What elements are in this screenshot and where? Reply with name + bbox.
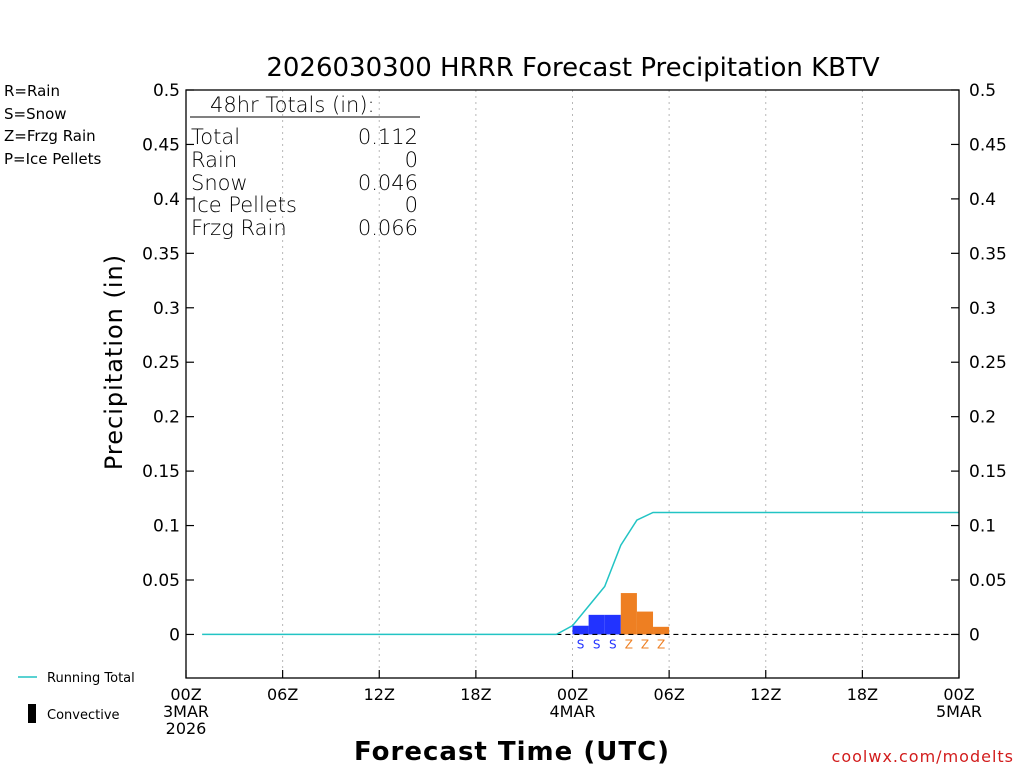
- convective-legend-label: Convective: [47, 708, 120, 723]
- running-total-line: [202, 511, 959, 636]
- x-tick-label-8-0: 00Z: [943, 685, 974, 704]
- x-tick-label-8-1: 5MAR: [936, 702, 982, 721]
- legend-ice-pellets: P=Ice Pellets: [4, 150, 101, 168]
- y-tick-label-right-3: 0.15: [969, 462, 1007, 482]
- y-tick-label-left-4: 0.2: [153, 408, 180, 428]
- x-tick-label-6-0: 12Z: [750, 685, 781, 704]
- totals-value-rain: 0: [405, 148, 418, 172]
- totals-value-total: 0.112: [358, 125, 418, 149]
- x-tick-label-1-0: 06Z: [267, 685, 298, 704]
- totals-value-snow: 0.046: [358, 171, 418, 195]
- y-tick-label-left-0: 0: [169, 625, 180, 645]
- totals-label-frzg-rain: Frzg Rain: [191, 216, 287, 240]
- ptype-label-3: Z: [625, 637, 633, 651]
- precip-bar-3: [620, 593, 637, 635]
- ptype-label-1: S: [593, 637, 601, 651]
- precip-bar-5: [653, 626, 670, 635]
- totals-value-ice-pellets: 0: [405, 193, 418, 217]
- legend-snow: S=Snow: [4, 105, 67, 123]
- y-tick-label-left-5: 0.25: [142, 353, 180, 373]
- x-tick-label-2-0: 12Z: [364, 685, 395, 704]
- precip-bars: [572, 593, 670, 635]
- y-tick-label-right-0: 0: [969, 625, 980, 645]
- x-gridlines: [282, 90, 863, 678]
- precip-bar-1: [588, 614, 605, 635]
- x-tick-label-5-0: 06Z: [653, 685, 684, 704]
- x-tick-label-0-1: 3MAR: [163, 702, 209, 721]
- totals-label-rain: Rain: [191, 148, 237, 172]
- totals-value-frzg-rain: 0.066: [358, 216, 418, 240]
- totals-label-total: Total: [191, 125, 240, 149]
- x-tick-label-0-2: 2026: [166, 719, 207, 738]
- source-credit: coolwx.com/modelts: [832, 747, 1014, 766]
- totals-box: 48hr Totals (in): Total 0.112 Rain 0 Sno…: [190, 93, 420, 240]
- y-tick-label-left-8: 0.4: [153, 190, 180, 210]
- y-tick-label-left-7: 0.35: [142, 244, 180, 264]
- y-tick-label-right-8: 0.4: [969, 190, 996, 210]
- precip-bar-4: [636, 611, 654, 635]
- totals-header: 48hr Totals (in):: [210, 93, 375, 117]
- y-tick-label-left-9: 0.45: [142, 135, 180, 155]
- y-axis-ticks: 0 0 0.05 0.05 0.1 0.1 0.15 0.15 0.2 0.2 0.25 0.25 0.…: [142, 81, 1007, 645]
- y-tick-label-right-5: 0.25: [969, 353, 1007, 373]
- x-tick-label-3-0: 18Z: [460, 685, 491, 704]
- precip-bar-2: [604, 614, 621, 635]
- precip-bar-0: [572, 625, 589, 635]
- y-axis-label: Precipitation (in): [100, 254, 128, 470]
- legend-frzg-rain: Z=Frzg Rain: [4, 127, 96, 145]
- y-tick-label-right-6: 0.3: [969, 299, 996, 319]
- y-tick-label-right-1: 0.05: [969, 571, 1007, 591]
- ptype-label-2: S: [609, 637, 617, 651]
- x-axis-label: Forecast Time (UTC): [354, 737, 670, 767]
- y-tick-label-left-1: 0.05: [142, 571, 180, 591]
- ptype-label-4: Z: [641, 637, 649, 651]
- y-tick-label-left-6: 0.3: [153, 299, 180, 319]
- running-total-legend-label: Running Total: [47, 671, 135, 686]
- x-tick-label-4-0: 00Z: [557, 685, 588, 704]
- y-tick-label-left-3: 0.15: [142, 462, 180, 482]
- ptype-label-0: S: [577, 637, 585, 651]
- convective-legend-swatch: [28, 704, 36, 723]
- legend-rain: R=Rain: [4, 82, 60, 100]
- totals-label-snow: Snow: [191, 171, 248, 195]
- ptype-label-5: Z: [657, 637, 665, 651]
- totals-label-ice-pellets: Ice Pellets: [191, 193, 297, 217]
- x-tick-label-4-1: 4MAR: [549, 702, 595, 721]
- x-tick-label-7-0: 18Z: [847, 685, 878, 704]
- y-tick-label-right-2: 0.1: [969, 517, 996, 537]
- y-tick-label-right-9: 0.45: [969, 135, 1007, 155]
- y-tick-label-right-4: 0.2: [969, 408, 996, 428]
- y-tick-label-left-10: 0.5: [153, 81, 180, 101]
- chart-title: 2026030300 HRRR Forecast Precipitation K…: [266, 53, 880, 83]
- y-tick-label-left-2: 0.1: [153, 517, 180, 537]
- x-tick-label-0-0: 00Z: [170, 685, 201, 704]
- y-tick-label-right-7: 0.35: [969, 244, 1007, 264]
- y-tick-label-right-10: 0.5: [969, 81, 996, 101]
